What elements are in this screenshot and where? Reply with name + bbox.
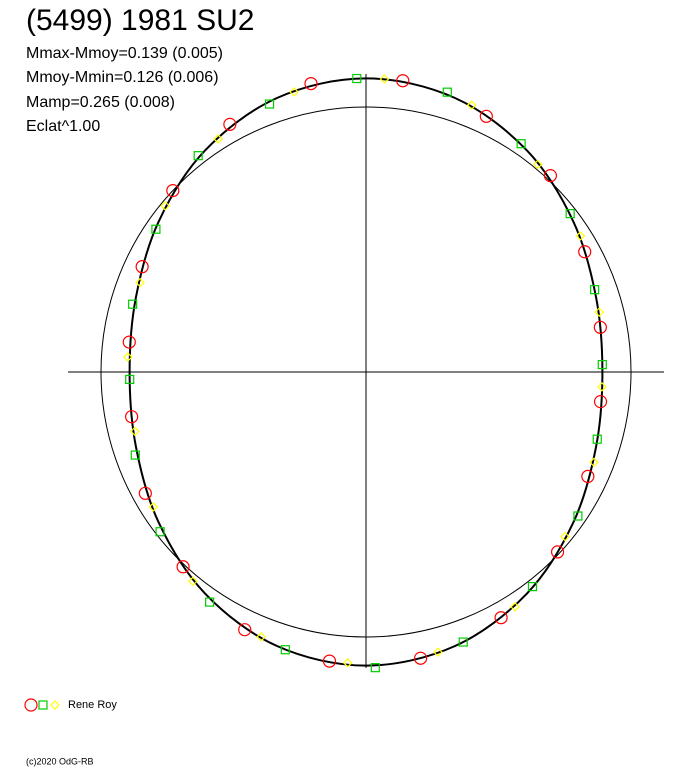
data-point [433,647,443,657]
data-point [527,582,538,592]
data-point [160,201,171,211]
data-point [414,651,428,665]
data-point [479,109,493,123]
data-point [130,450,140,460]
chart-title: (5499) 1981 SU2 [26,4,255,37]
data-point [516,139,526,149]
data-point [123,352,133,362]
data-point [304,77,318,91]
legend-symbol [50,700,60,710]
data-point [155,527,165,537]
data-point [264,99,275,109]
data-point [342,657,353,668]
data-point [122,335,136,349]
data-point [442,87,452,97]
legend-symbol [38,700,48,710]
data-point [589,457,599,468]
data-point [597,381,607,392]
annotation: Mmax-Mmoy=0.139 (0.005) [26,45,223,62]
data-point [213,134,223,144]
data-point [193,151,203,161]
data-point [280,645,290,655]
data-point [238,623,252,637]
legend-symbol [24,698,38,712]
data-point [590,285,600,295]
data-point [532,159,543,170]
data-point [322,654,337,668]
data-point [130,426,140,437]
data-point [575,231,586,241]
data-point [166,183,180,198]
data-point [494,611,508,625]
data-point [148,502,159,512]
data-point [370,663,380,673]
data-point [594,307,605,317]
legend-label: Rene Roy [68,699,117,711]
data-point [379,74,390,84]
footer: (c)2020 OdG-RB [26,756,94,766]
data-point [593,320,607,334]
data-point [135,260,149,274]
data-point [352,73,362,84]
data-point [289,87,299,97]
data-point [578,245,592,259]
data-point [466,100,477,111]
annotation: Mmoy-Mmin=0.126 (0.006) [26,69,219,86]
annotation: Eclat^1.00 [26,118,100,135]
data-point [176,560,190,574]
reference-circle [100,106,632,638]
data-point [138,486,152,500]
annotation: Mamp=0.265 (0.008) [26,94,175,111]
data-point [565,209,575,219]
data-point [550,545,565,559]
data-point [125,410,139,424]
fit-curve [128,77,604,667]
data-point [256,631,267,642]
data-point [543,169,558,183]
data-point [510,602,520,612]
data-point [592,434,602,444]
data-point [560,531,570,542]
data-point [458,637,468,647]
data-point [597,359,607,370]
data-point [135,277,145,288]
data-point [223,117,237,131]
data-point [125,374,135,385]
data-point [581,469,595,484]
data-point [396,74,410,88]
data-point [151,224,161,234]
data-point [128,299,138,309]
data-point [573,511,583,521]
data-point [205,597,215,607]
data-point [188,576,198,587]
data-point [593,395,608,409]
